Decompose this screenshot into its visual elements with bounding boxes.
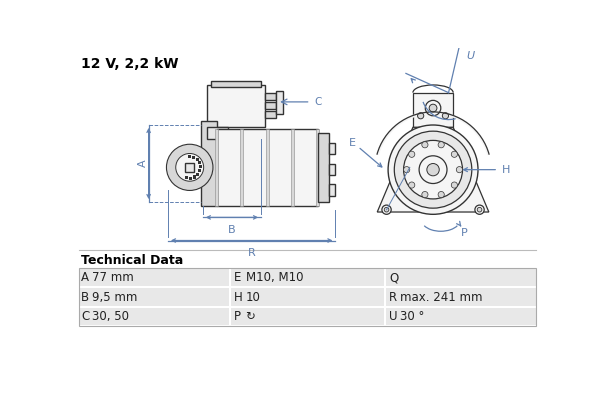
Circle shape [475, 205, 484, 214]
Bar [329, 164, 335, 175]
Bar [265, 102, 276, 109]
Bar [266, 129, 269, 206]
Bar [217, 129, 317, 206]
Circle shape [442, 113, 449, 119]
Bar [193, 176, 196, 178]
Bar [79, 268, 536, 287]
Text: 30 °: 30 ° [401, 310, 425, 323]
Bar [79, 307, 536, 325]
Circle shape [429, 104, 437, 112]
Text: C: C [314, 97, 322, 107]
Circle shape [477, 207, 482, 212]
Bar [187, 148, 193, 186]
Circle shape [425, 100, 441, 116]
Text: A: A [81, 271, 89, 284]
Text: R: R [389, 290, 397, 304]
Circle shape [418, 113, 424, 119]
Bar [79, 268, 536, 326]
Text: H: H [502, 165, 511, 175]
Bar [79, 288, 536, 306]
Circle shape [422, 192, 428, 198]
Bar [317, 133, 329, 202]
Bar [198, 161, 201, 164]
Circle shape [404, 166, 410, 173]
Circle shape [422, 142, 428, 148]
Bar [276, 91, 283, 114]
Bar [188, 155, 191, 158]
Text: M10, M10: M10, M10 [245, 271, 303, 284]
Text: E: E [234, 271, 241, 284]
Bar [240, 129, 243, 206]
Bar [189, 176, 192, 180]
Bar [192, 156, 195, 159]
Bar [215, 129, 218, 206]
Text: max. 241 mm: max. 241 mm [401, 290, 483, 304]
Bar [265, 93, 276, 100]
Circle shape [409, 182, 415, 188]
Circle shape [419, 156, 447, 184]
Text: Q: Q [389, 271, 398, 284]
Circle shape [384, 207, 389, 212]
Bar [291, 129, 295, 206]
Text: Technical Data: Technical Data [81, 254, 184, 267]
Circle shape [427, 164, 439, 176]
Bar [207, 85, 265, 127]
Text: ↻: ↻ [245, 310, 256, 323]
Text: E: E [349, 138, 356, 148]
Bar [196, 173, 199, 176]
Bar [211, 81, 261, 87]
Text: B: B [81, 290, 89, 304]
Bar [199, 170, 202, 172]
Circle shape [438, 142, 444, 148]
Bar [196, 158, 199, 161]
Bar [413, 93, 453, 127]
Text: P: P [234, 310, 241, 323]
Text: U: U [389, 310, 397, 323]
Bar [199, 165, 202, 168]
Bar [207, 127, 227, 139]
Bar [265, 111, 276, 118]
Polygon shape [377, 127, 489, 212]
Circle shape [394, 131, 472, 208]
Circle shape [451, 182, 457, 188]
Text: R: R [248, 248, 256, 258]
Circle shape [382, 205, 391, 214]
Circle shape [451, 151, 457, 157]
Bar [185, 176, 188, 179]
Circle shape [457, 166, 463, 173]
Circle shape [388, 125, 478, 214]
Circle shape [176, 154, 203, 181]
Text: 12 V, 2,2 kW: 12 V, 2,2 kW [81, 57, 179, 71]
Text: 30, 50: 30, 50 [92, 310, 129, 323]
Text: A: A [137, 160, 148, 167]
Bar [185, 163, 194, 172]
Text: C: C [81, 310, 89, 323]
Circle shape [438, 192, 444, 198]
Circle shape [409, 151, 415, 157]
Text: 9,5 mm: 9,5 mm [92, 290, 137, 304]
Text: 77 mm: 77 mm [92, 271, 134, 284]
Bar [329, 184, 335, 196]
Bar [316, 129, 319, 206]
Text: U: U [466, 51, 475, 61]
Text: 10: 10 [245, 290, 260, 304]
Circle shape [166, 144, 213, 190]
Text: B: B [228, 225, 236, 235]
Text: H: H [234, 290, 242, 304]
Text: P: P [461, 228, 467, 238]
Bar [202, 121, 217, 206]
Circle shape [404, 140, 463, 199]
Bar [329, 143, 335, 154]
